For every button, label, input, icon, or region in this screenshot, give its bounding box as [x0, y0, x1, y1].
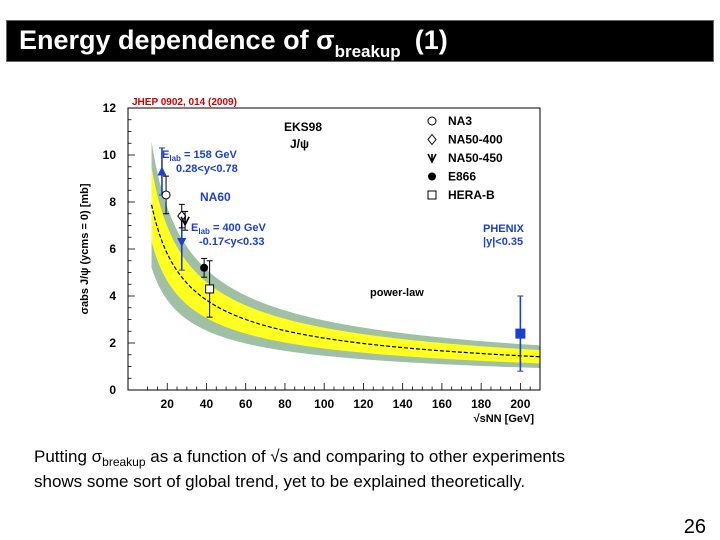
- legend-entry: E866: [448, 170, 476, 184]
- caption-subscript: breakup: [102, 455, 146, 469]
- caption-line-1: Putting σbreakup as a function of √s and…: [34, 445, 694, 470]
- band-label: power-law: [370, 287, 424, 299]
- chart-area: 20 40 60 80 100 120 140 160 180 200 0 2 4 6 8 10 12 σabs …: [70, 86, 560, 431]
- data-point: [177, 237, 187, 247]
- x-axis-label: √sNN [GeV]: [474, 413, 535, 425]
- phenix-rapidity: |y|<0.35: [483, 236, 523, 248]
- title-bar: Energy dependence of σbreakup (1): [6, 20, 714, 62]
- na60-label: NA60: [200, 190, 231, 204]
- legend-entry: HERA-B: [448, 188, 495, 202]
- legend-entry: NA50-400: [448, 133, 503, 147]
- x-tick-label: 40: [200, 397, 214, 411]
- title-main: Energy dependence of: [19, 25, 317, 55]
- x-tick-label: 60: [239, 397, 253, 411]
- y-tick-label: 6: [109, 242, 116, 256]
- e400-rapidity: -0.17<y<0.33: [199, 236, 264, 248]
- x-tick-label: 140: [393, 397, 413, 411]
- x-tick-label: 80: [278, 397, 292, 411]
- data-point: [177, 210, 187, 222]
- y-tick-label: 10: [103, 148, 117, 162]
- x-tick-label: 160: [432, 397, 452, 411]
- sigma-breakup-chart: 20 40 60 80 100 120 140 160 180 200 0 2 4 6 8 10 12 σabs …: [79, 97, 541, 425]
- data-point: [205, 284, 215, 294]
- data-point: [161, 190, 171, 200]
- title-sigma: σ: [316, 25, 335, 55]
- caption-prefix: Putting: [34, 447, 92, 466]
- legend-marker: [427, 153, 437, 164]
- y-tick-label: 4: [109, 289, 116, 303]
- data-point: [157, 166, 167, 176]
- y-tick-label: 0: [109, 383, 116, 397]
- e158-rapidity: 0.28<y<0.78: [176, 163, 238, 175]
- y-axis-label: σabs J/ψ (ycms = 0) [mb]: [79, 183, 91, 314]
- e400-label: Elab = 400 GeV: [191, 222, 267, 236]
- title-number: (1): [414, 25, 448, 55]
- y-tick-label: 8: [109, 195, 116, 209]
- y-tick-label: 12: [103, 101, 117, 115]
- legend-marker: [427, 190, 437, 200]
- x-tick-label: 180: [471, 397, 491, 411]
- page-number: 26: [683, 516, 706, 538]
- x-tick-label: 20: [161, 397, 175, 411]
- y-tick-label: 2: [109, 336, 116, 350]
- legend-marker: [428, 172, 436, 181]
- caption-line-2: shows some sort of global trend, yet to …: [34, 472, 526, 491]
- title-subscript: breakup: [334, 42, 401, 61]
- band-inner: [151, 167, 540, 364]
- model-label: EKS98: [284, 120, 322, 134]
- slide-title: Energy dependence of σbreakup (1): [19, 25, 448, 61]
- x-tick-label: 120: [353, 397, 373, 411]
- slide-caption: Putting σbreakup as a function of √s and…: [34, 445, 694, 493]
- caption-sigma: σ: [91, 447, 103, 466]
- legend-marker: [427, 133, 437, 146]
- data-point: [515, 328, 526, 339]
- data-point: [180, 216, 190, 227]
- e158-label: Elab = 158 GeV: [162, 149, 238, 163]
- power-law-fit-line: [150, 204, 541, 358]
- data-point: [200, 263, 209, 272]
- phenix-label: PHENIX: [483, 223, 525, 235]
- legend-entry: NA3: [448, 114, 472, 128]
- particle-label: J/ψ: [290, 137, 309, 151]
- legend-marker: [427, 116, 437, 126]
- caption-rest: as a function of √s and comparing to oth…: [145, 447, 565, 466]
- legend-entry: NA50-450: [448, 151, 503, 165]
- reference-label: JHEP 0902, 014 (2009): [132, 97, 237, 108]
- x-tick-label: 200: [510, 397, 530, 411]
- legend-box: [420, 111, 532, 210]
- x-tick-label: 100: [314, 397, 334, 411]
